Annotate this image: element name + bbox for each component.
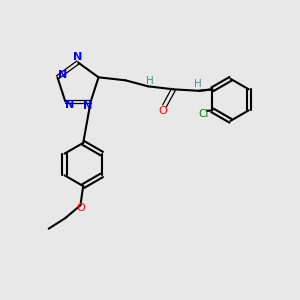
Text: N: N: [74, 52, 82, 62]
Text: O: O: [159, 106, 167, 116]
Text: N: N: [83, 101, 92, 111]
Text: H: H: [194, 79, 201, 89]
Text: N: N: [65, 100, 74, 110]
Text: H: H: [146, 76, 153, 86]
Text: N: N: [58, 70, 68, 80]
Text: O: O: [76, 203, 85, 213]
Text: Cl: Cl: [199, 109, 209, 119]
